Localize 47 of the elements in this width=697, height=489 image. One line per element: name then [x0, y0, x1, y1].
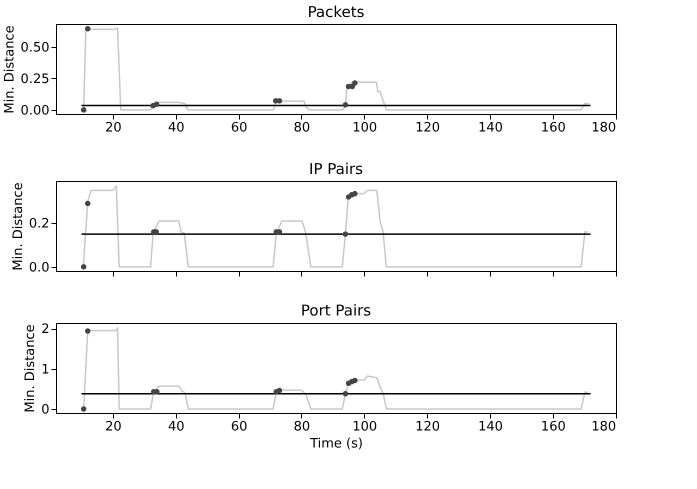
x-tick-label: 60	[230, 420, 248, 434]
y-tick-label: 0.00	[20, 103, 50, 118]
x-tick-label: 100	[352, 120, 378, 136]
x-tick-label: 180	[591, 420, 616, 434]
chart-title: Port Pairs	[300, 302, 372, 320]
x-tick-label: 80	[294, 420, 310, 434]
x-tick-label: 120	[415, 420, 440, 434]
point	[352, 190, 358, 196]
y-axis-title: Min. Distance	[2, 25, 18, 114]
point	[85, 328, 90, 334]
x-tick-label: 160	[540, 120, 566, 136]
point	[352, 378, 358, 384]
x-tick-label: 140	[478, 120, 503, 136]
point	[342, 390, 348, 396]
point	[342, 231, 348, 237]
x-tick-label: 40	[168, 120, 185, 136]
point	[85, 200, 90, 206]
point	[352, 80, 358, 86]
y-tick-label: 0.25	[20, 72, 50, 87]
chart-title: Packets	[308, 3, 365, 21]
y-tick-label: 0.2	[28, 216, 50, 232]
y-tick-label: 0	[41, 402, 50, 418]
point	[85, 26, 90, 32]
x-tick-label: 140	[478, 420, 503, 434]
y-tick-label: 2	[41, 322, 50, 338]
y-tick-label: 1	[41, 362, 50, 378]
y-axis-title: Min. Distance	[10, 182, 26, 271]
point	[80, 406, 86, 412]
point	[80, 264, 86, 270]
point	[342, 102, 348, 108]
x-tick-label: 20	[105, 420, 122, 434]
point	[154, 102, 160, 107]
x-tick-label: 180	[591, 120, 616, 136]
x-tick-label: 160	[540, 420, 566, 434]
x-tick-label: 40	[168, 420, 185, 434]
x-tick-label: 80	[294, 120, 310, 136]
y-axis-title: Min. Distance	[23, 324, 38, 413]
chart-title: IP Pairs	[309, 160, 364, 178]
x-tick-label: 20	[105, 120, 122, 136]
point	[80, 107, 86, 113]
point	[276, 388, 282, 394]
x-tick-label: 120	[415, 120, 440, 136]
x-tick-label: 60	[230, 120, 248, 136]
x-tick-label: 100	[352, 420, 378, 434]
x-axis-title: Time (s)	[309, 436, 363, 452]
y-tick-label: 0.0	[28, 260, 50, 276]
y-tick-label: 0.50	[20, 40, 50, 56]
